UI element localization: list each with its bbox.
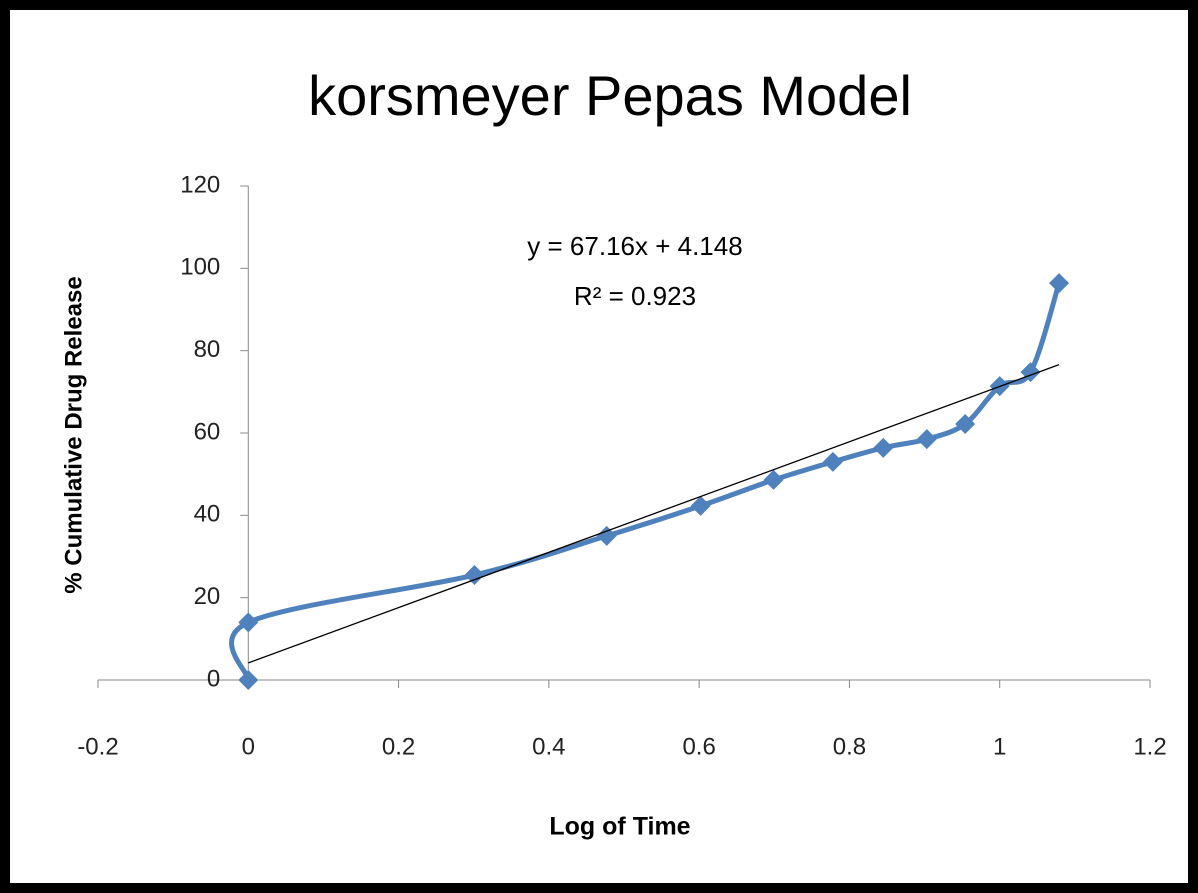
data-point (596, 525, 617, 546)
data-point (873, 437, 894, 458)
y-tick-label: 80 (194, 336, 221, 363)
y-tick-label: 40 (194, 501, 221, 528)
y-tick-label: 60 (194, 418, 221, 445)
data-point (955, 413, 976, 434)
x-tick-label: 0.4 (532, 733, 565, 760)
y-tick-label: 100 (180, 254, 220, 281)
x-tick-label: 1.2 (1133, 733, 1166, 760)
data-point (822, 451, 843, 472)
x-tick-label: 0.8 (833, 733, 866, 760)
chart-title: korsmeyer Pepas Model (308, 64, 912, 127)
x-tick-label: 0.6 (682, 733, 715, 760)
data-point (690, 495, 711, 516)
data-point (763, 469, 784, 490)
y-tick-label: 120 (180, 171, 220, 198)
x-axis-title: Log of Time (549, 813, 690, 841)
x-tick-label: 1 (993, 733, 1006, 760)
x-tick-label: 0 (242, 733, 255, 760)
data-point (238, 612, 259, 633)
data-point (916, 429, 937, 450)
data-point (238, 670, 259, 690)
data-point (1049, 273, 1070, 294)
y-tick-label: 0 (207, 665, 220, 692)
trend-r-squared: R² = 0.923 (574, 281, 696, 311)
x-tick-label: 0.2 (382, 733, 415, 760)
data-point (464, 565, 485, 586)
y-axis-title: % Cumulative Drug Release (60, 276, 87, 593)
trendline (248, 364, 1060, 664)
x-tick-label: -0.2 (77, 733, 118, 760)
trend-equation: y = 67.16x + 4.148 (527, 231, 742, 261)
y-tick-label: 20 (194, 583, 221, 610)
